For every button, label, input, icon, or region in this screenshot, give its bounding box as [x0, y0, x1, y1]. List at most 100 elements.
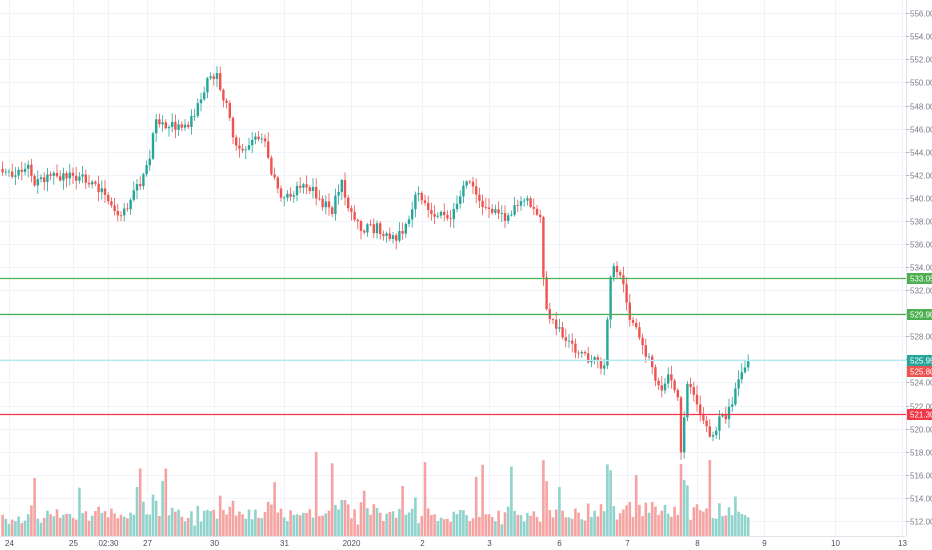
volume-bar: [10, 519, 14, 536]
price-tick-label: 534.00: [910, 264, 932, 273]
candle: [126, 203, 129, 212]
volume-bar: [606, 464, 609, 536]
candle: [734, 382, 737, 407]
price-line-tag-label: 533.05: [910, 275, 932, 284]
price-axis-background[interactable]: [906, 0, 932, 536]
volume-bar: [545, 481, 548, 536]
candle: [206, 76, 209, 99]
candle: [628, 294, 631, 327]
candle-body: [542, 217, 545, 278]
candle: [516, 199, 519, 213]
time-tick-label: 10: [831, 539, 840, 548]
candle-body: [625, 284, 628, 303]
volume-bar: [570, 518, 574, 536]
volume-bar: [257, 517, 260, 536]
volume-bar: [250, 519, 254, 536]
candle-body: [65, 173, 68, 179]
volume-bar: [410, 508, 414, 536]
candle: [481, 194, 484, 216]
volume-bar: [263, 511, 267, 536]
candle-body: [94, 181, 97, 184]
candle-body: [407, 219, 411, 224]
candle-body: [577, 352, 580, 354]
volume-bar: [638, 504, 641, 536]
volume-bar: [318, 516, 321, 536]
candle: [727, 398, 731, 428]
volume-bar: [20, 522, 24, 536]
volume-bar: [14, 521, 17, 536]
candle-body: [183, 124, 187, 128]
volume-bar: [314, 452, 318, 536]
candle: [135, 179, 139, 200]
price-lines[interactable]: [0, 277, 906, 416]
volume-bar: [132, 514, 136, 536]
candle-body: [593, 357, 596, 361]
candle-body: [654, 367, 657, 381]
candle: [225, 98, 228, 109]
candle-body: [468, 181, 471, 183]
candle-body: [164, 122, 167, 129]
candle-body: [337, 191, 340, 196]
volume-bar: [516, 514, 520, 536]
volume-bar: [238, 511, 241, 536]
volume-bar: [650, 501, 654, 536]
price-axis[interactable]: 512.00 514.00 516.00 518.00 520.00 522.00 524.…: [906, 10, 932, 527]
volume-bar: [298, 515, 302, 536]
time-axis-background[interactable]: [0, 536, 932, 550]
volume-bar: [254, 509, 257, 536]
volume-bar: [337, 509, 340, 536]
volume-bar: [23, 520, 27, 536]
candle: [519, 196, 523, 211]
candle-body: [452, 209, 455, 220]
candle-body: [718, 416, 721, 431]
volume-bar: [641, 516, 644, 536]
candle-body: [708, 426, 711, 437]
candle: [676, 388, 679, 402]
candle: [427, 195, 430, 218]
price-line-tag: 533.05: [907, 273, 932, 284]
volume-bar: [730, 515, 734, 536]
volume-bar: [372, 504, 376, 536]
volume-bar: [286, 521, 289, 536]
volume-bar: [167, 515, 171, 536]
candle-body: [689, 383, 692, 388]
volume-bar: [532, 511, 536, 536]
candle: [145, 160, 148, 177]
candle: [385, 231, 388, 243]
candle-body: [612, 266, 615, 278]
volume-bar: [692, 507, 696, 536]
candle: [11, 163, 14, 179]
candle-body: [71, 172, 75, 176]
candle-body: [695, 394, 699, 405]
candle-body: [603, 365, 606, 369]
time-axis[interactable]: 24 25 02:30 27 30 31 2020 2 3 6 7 8 9 10 13: [5, 539, 907, 548]
candle-body: [103, 188, 107, 195]
candle-body: [212, 76, 215, 80]
candle: [603, 358, 606, 376]
candle: [279, 185, 283, 202]
candle-body: [580, 352, 583, 354]
candle-body: [100, 188, 103, 193]
candle: [273, 167, 276, 180]
candle: [257, 131, 260, 142]
candle-body: [350, 208, 353, 212]
candle-body: [129, 199, 132, 210]
volume-bar: [62, 514, 65, 536]
candle-body: [388, 233, 391, 239]
candle-body: [263, 138, 267, 142]
candle: [356, 218, 359, 230]
volume-bar: [724, 515, 728, 536]
candle-body: [23, 168, 27, 172]
candle: [260, 133, 263, 144]
candle: [17, 167, 20, 180]
candle-body: [55, 172, 59, 177]
candle-body: [190, 116, 193, 128]
candle: [679, 395, 683, 460]
price-tags: 533.05 529.90 521.30 525.95 525.80: [907, 273, 932, 420]
volume-bar: [1, 514, 4, 536]
volume-bar: [414, 497, 417, 536]
candle-body: [142, 174, 145, 187]
volume-bar: [500, 524, 504, 536]
volume-bar: [81, 513, 84, 536]
